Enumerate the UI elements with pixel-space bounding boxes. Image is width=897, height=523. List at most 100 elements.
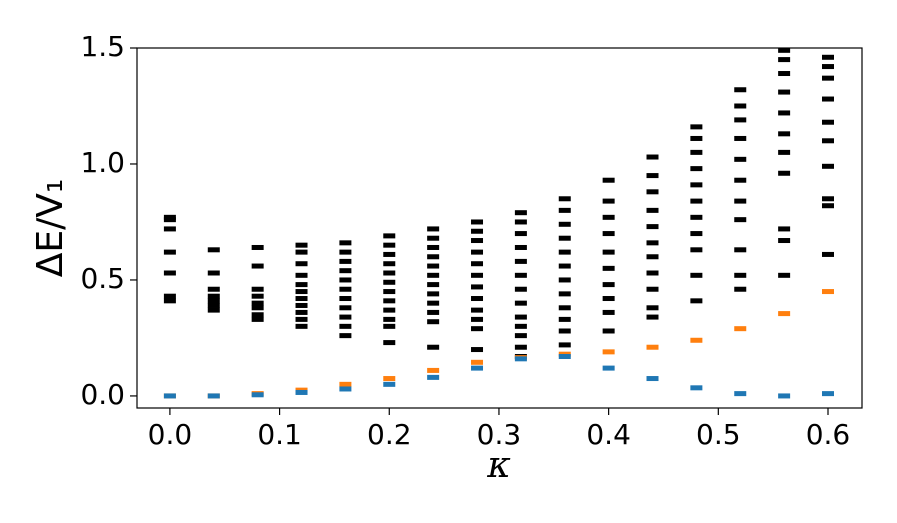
point xyxy=(690,272,703,278)
point xyxy=(471,249,484,255)
point xyxy=(778,47,791,53)
point xyxy=(778,57,791,63)
point xyxy=(734,117,747,123)
point xyxy=(558,221,571,227)
point xyxy=(821,54,834,60)
point xyxy=(339,258,352,264)
point xyxy=(427,374,440,380)
point xyxy=(646,189,659,195)
point xyxy=(339,296,352,302)
point xyxy=(383,340,396,346)
x-tick-label: 0.2 xyxy=(367,418,412,451)
point xyxy=(778,226,791,232)
point xyxy=(646,376,659,382)
point xyxy=(558,263,571,269)
point xyxy=(690,298,703,304)
point xyxy=(339,305,352,311)
point xyxy=(163,393,176,399)
point xyxy=(602,282,615,288)
point xyxy=(514,344,527,350)
point xyxy=(383,376,396,382)
point xyxy=(251,316,264,322)
point xyxy=(427,235,440,241)
point xyxy=(778,170,791,176)
point xyxy=(690,337,703,343)
point xyxy=(690,149,703,155)
point xyxy=(734,156,747,162)
point xyxy=(514,356,527,362)
point xyxy=(383,381,396,387)
point xyxy=(646,286,659,292)
point xyxy=(295,309,308,315)
point xyxy=(207,307,220,313)
point xyxy=(821,119,834,125)
point xyxy=(163,226,176,232)
point xyxy=(427,344,440,350)
point xyxy=(427,300,440,306)
point xyxy=(471,347,484,353)
y-tick-label: 1.5 xyxy=(80,30,125,63)
point xyxy=(383,270,396,276)
point xyxy=(383,323,396,329)
point xyxy=(690,231,703,237)
y-axis-label: ΔE/V₁ xyxy=(30,179,71,278)
x-tick-label: 0.6 xyxy=(806,418,851,451)
point xyxy=(427,263,440,269)
point xyxy=(163,270,176,276)
point xyxy=(471,307,484,313)
point xyxy=(251,293,264,299)
point xyxy=(383,251,396,257)
point xyxy=(207,247,220,253)
point xyxy=(339,249,352,255)
x-tick-label: 0.0 xyxy=(148,418,193,451)
point xyxy=(734,391,747,397)
point xyxy=(602,249,615,255)
point xyxy=(295,272,308,278)
point xyxy=(602,365,615,371)
point xyxy=(602,231,615,237)
point xyxy=(821,75,834,81)
point xyxy=(339,323,352,329)
point xyxy=(821,391,834,397)
x-tick-label: 0.5 xyxy=(696,418,741,451)
point xyxy=(646,154,659,160)
point xyxy=(163,249,176,255)
point xyxy=(339,333,352,339)
point xyxy=(734,272,747,278)
point xyxy=(778,311,791,317)
x-tick-label: 0.4 xyxy=(586,418,631,451)
point xyxy=(734,286,747,292)
point xyxy=(778,149,791,155)
point xyxy=(602,296,615,302)
point xyxy=(646,224,659,230)
point xyxy=(207,286,220,292)
point xyxy=(471,296,484,302)
point xyxy=(646,173,659,179)
point xyxy=(295,296,308,302)
point xyxy=(471,326,484,332)
point xyxy=(339,240,352,246)
point xyxy=(558,249,571,255)
point xyxy=(471,365,484,371)
point xyxy=(602,265,615,271)
point xyxy=(427,244,440,250)
point xyxy=(558,235,571,241)
point xyxy=(514,333,527,339)
point xyxy=(734,177,747,183)
point xyxy=(778,110,791,116)
point xyxy=(690,385,703,391)
point xyxy=(471,238,484,244)
point xyxy=(558,316,571,322)
point xyxy=(690,124,703,130)
point xyxy=(821,196,834,202)
point xyxy=(734,198,747,204)
point xyxy=(558,291,571,297)
point xyxy=(295,316,308,322)
point xyxy=(514,300,527,306)
point xyxy=(778,393,791,399)
point xyxy=(383,233,396,239)
point xyxy=(207,270,220,276)
point xyxy=(295,323,308,329)
point xyxy=(602,198,615,204)
point xyxy=(471,228,484,234)
